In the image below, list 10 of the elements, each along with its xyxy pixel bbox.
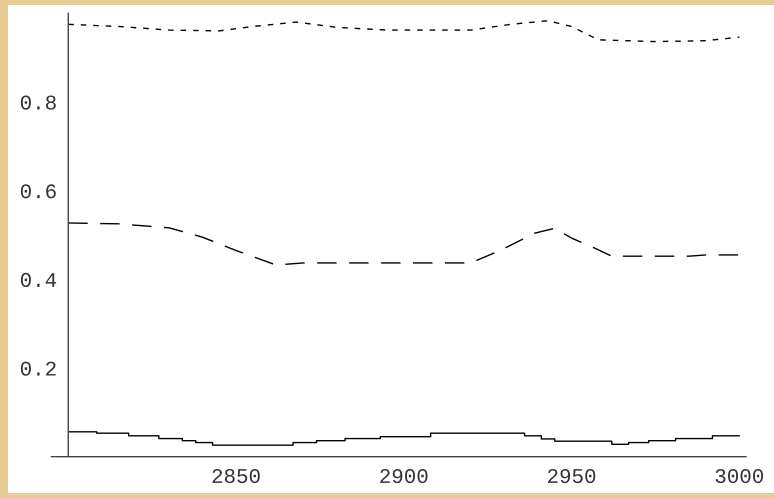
x-tick-label: 2900	[380, 468, 428, 484]
x-tick-label: 2850	[212, 468, 260, 484]
y-tick-label: 0.6	[20, 184, 56, 198]
x-tick-label: 2950	[548, 468, 596, 484]
line-series	[68, 20, 740, 42]
y-tick-label: 0.8	[20, 96, 56, 110]
y-tick-label: 0.2	[20, 362, 56, 376]
x-tick-label: 3000	[716, 468, 764, 484]
line-series	[68, 222, 740, 266]
y-tick-label: 0.4	[20, 272, 56, 288]
